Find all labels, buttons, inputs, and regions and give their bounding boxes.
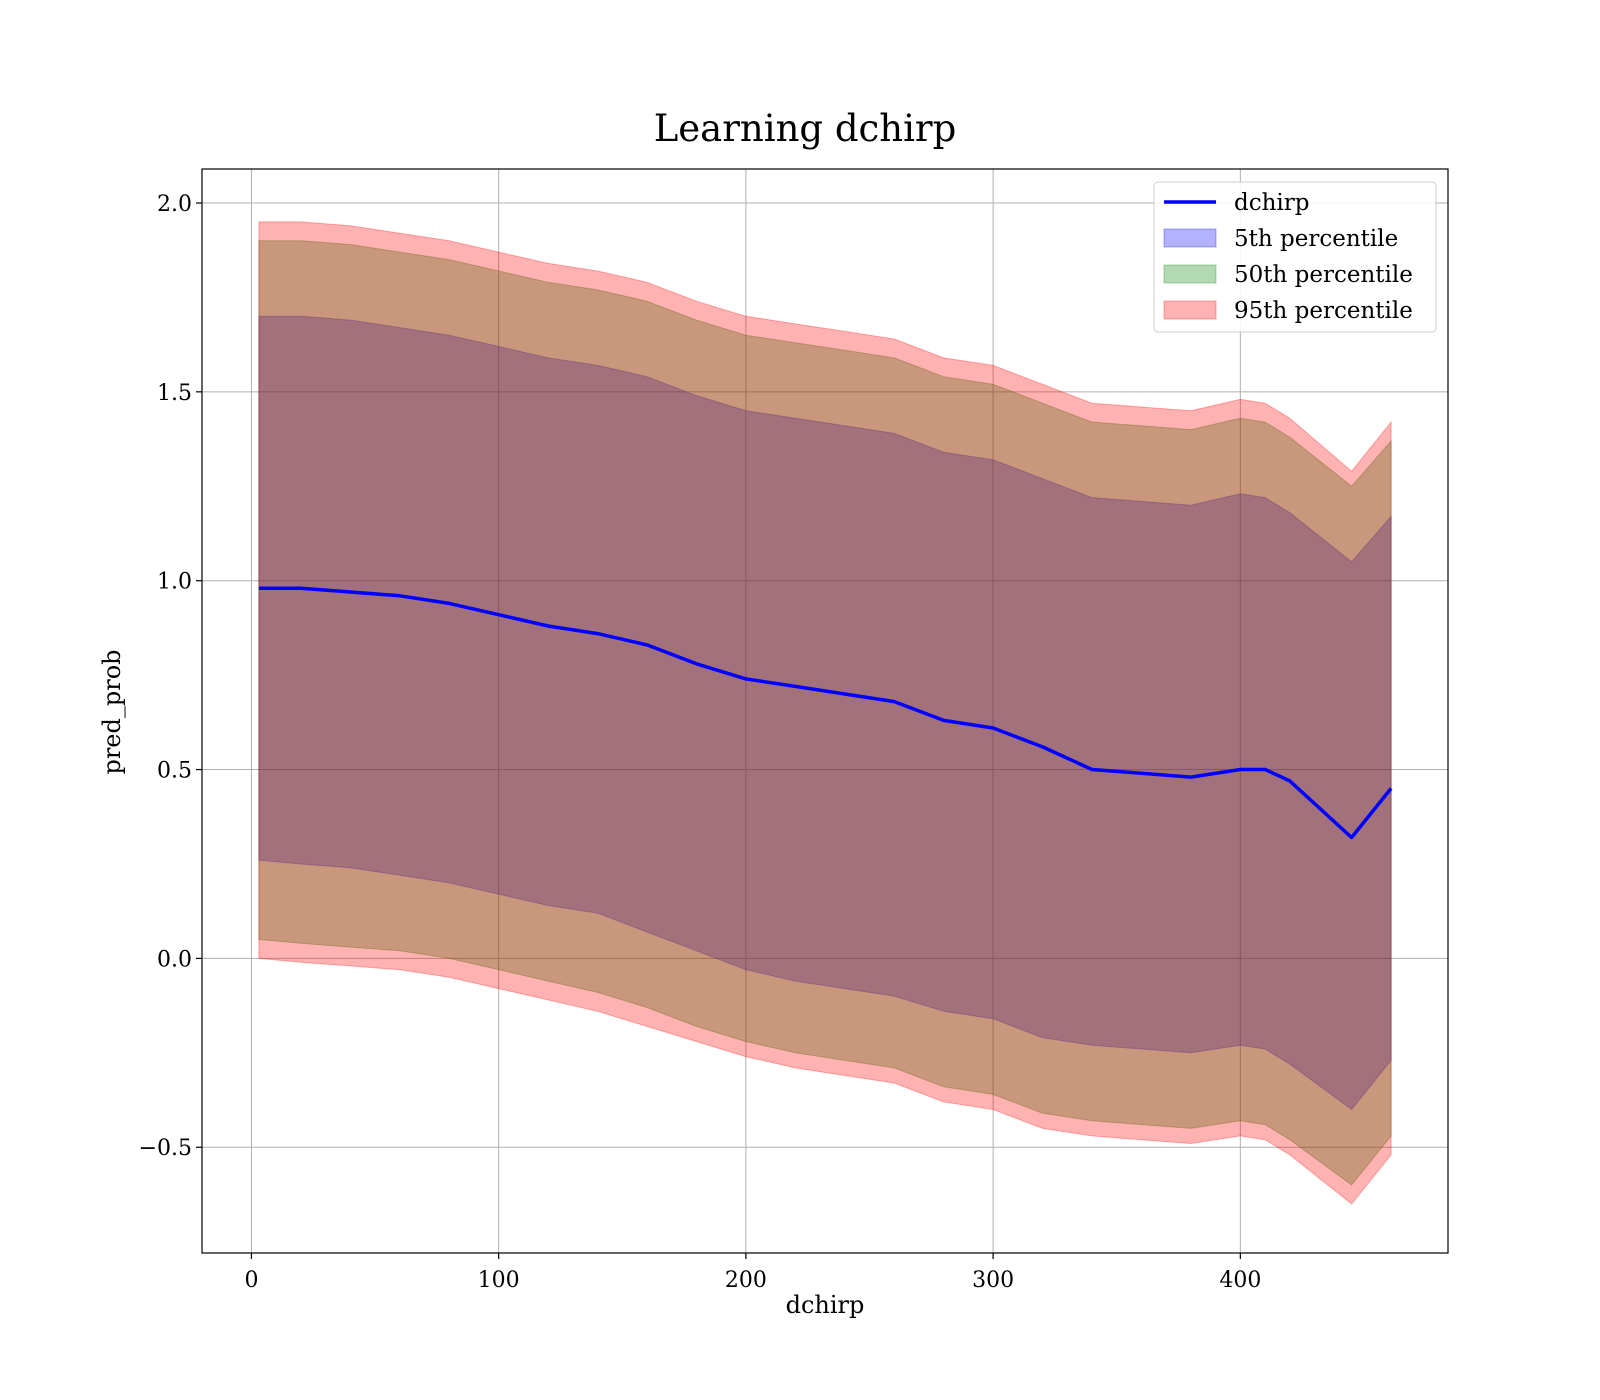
y-tick-label: 0.5: [157, 759, 192, 784]
legend-box: [1153, 181, 1437, 333]
y-tick-label: 2.0: [157, 192, 192, 217]
y-tick-label: −0.5: [139, 1136, 192, 1161]
legend: dchirp 5th percentile 50th percentile 95th …: [1153, 181, 1437, 333]
band-5th-percentile: [258, 315, 1392, 1111]
y-axis-label: pred_prob: [98, 649, 126, 774]
tick-layer: 0 100 200 300 400 −0.5 0.0 0.5 1.0 1.5 2.0: [139, 192, 1262, 1293]
x-axis-label: dchirp: [786, 1291, 865, 1319]
x-tick-label: 100: [478, 1268, 520, 1293]
band-95th-percentile: [258, 221, 1392, 1205]
series-line-dchirp: [258, 586, 1393, 840]
plot-frame: [201, 168, 1449, 1254]
y-tick-label: 0.0: [157, 947, 192, 972]
line-layer: [258, 586, 1393, 840]
x-tick-label: 0: [244, 1268, 258, 1293]
chart-title: Learning dchirp: [654, 107, 957, 150]
legend-label-dchirp: dchirp: [1234, 190, 1310, 216]
legend-label-50th-percentile: 50th percentile: [1234, 262, 1413, 288]
x-tick-label: 400: [1219, 1268, 1261, 1293]
legend-swatch-95th-percentile: [1163, 300, 1217, 320]
legend-label-5th-percentile: 5th percentile: [1234, 226, 1398, 252]
band-50th-percentile: [258, 240, 1392, 1186]
x-tick-label: 200: [725, 1268, 767, 1293]
x-tick-label: 300: [972, 1268, 1014, 1293]
band-layer: [258, 221, 1392, 1205]
legend-swatch-50th-percentile: [1163, 264, 1217, 284]
legend-swatch-5th-percentile: [1163, 228, 1217, 248]
y-tick-label: 1.0: [157, 570, 192, 595]
legend-label-95th-percentile: 95th percentile: [1234, 298, 1413, 324]
y-tick-label: 1.5: [157, 381, 192, 406]
